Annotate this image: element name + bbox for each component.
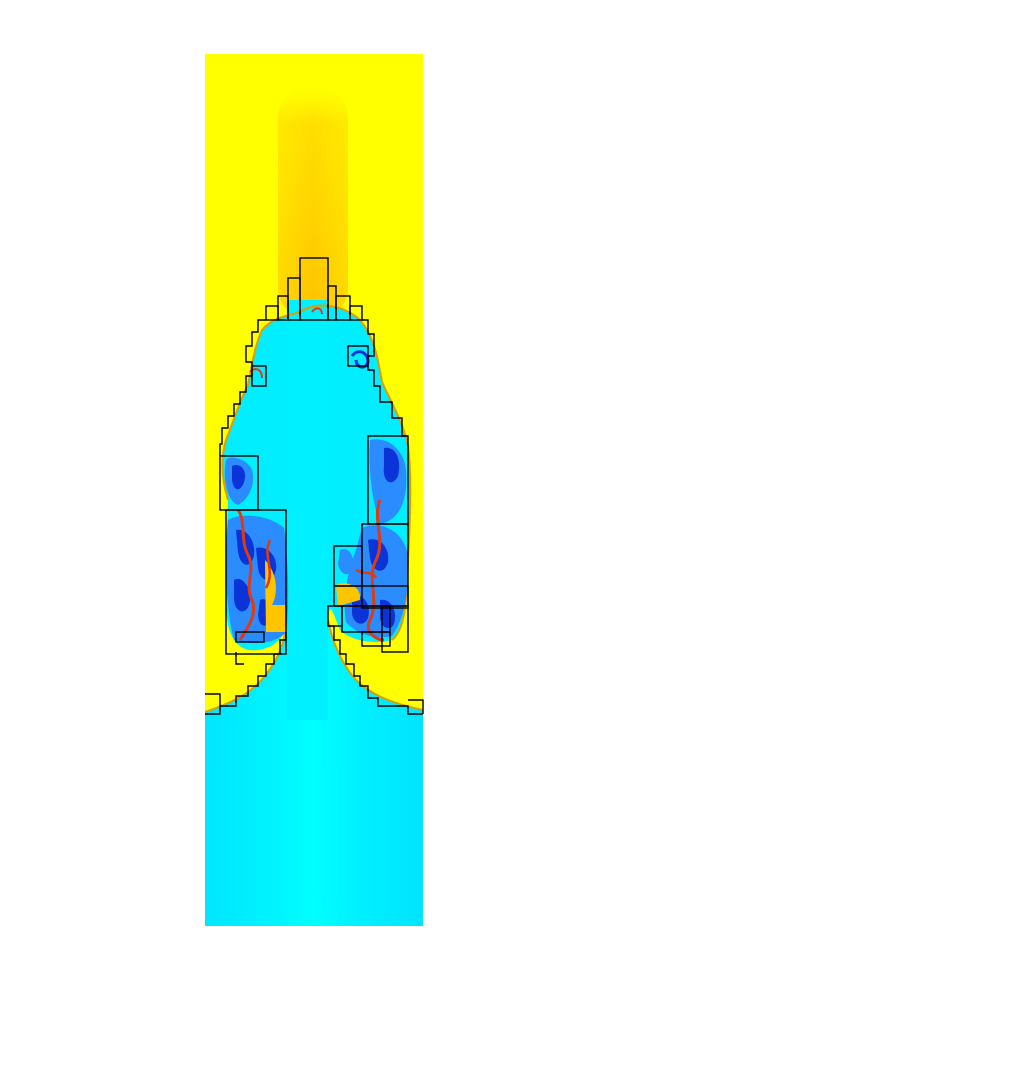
refinement-grid [205,257,424,715]
mixing-zone-right [311,307,409,642]
mixing-zone-left [224,368,289,644]
